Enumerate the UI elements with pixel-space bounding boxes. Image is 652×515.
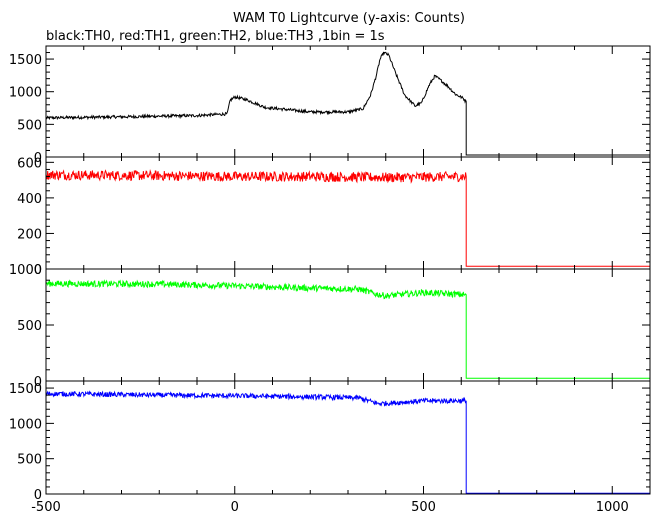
y-tick-label: 1000 [9,417,42,432]
y-tick-label: 500 [17,453,42,468]
series-line-th2 [45,279,650,379]
y-tick-label: 1500 [9,382,42,397]
series-line-th3 [45,390,650,494]
y-tick-label: 600 [17,156,42,171]
chart-subtitle: black:TH0, red:TH1, green:TH2, blue:TH3 … [46,29,385,44]
y-tick-label: 0 [34,263,42,278]
y-tick-label: 0 [34,375,42,390]
y-tick-label: 0 [34,151,42,166]
y-tick-label: 1500 [9,53,42,68]
panels-group: 0500100015000200400600050010000500100015… [9,45,651,515]
y-tick-label: 200 [17,227,42,242]
y-tick-label: 0 [34,488,42,503]
x-tick-label: -500 [31,500,61,515]
panel-frame-th0 [45,45,651,158]
series-line-th1 [45,169,650,267]
y-tick-label: 400 [17,192,42,207]
y-tick-label: 500 [17,319,42,334]
x-tick-label: 500 [411,500,436,515]
panel-frame-th2 [45,268,651,382]
chart-title: WAM T0 Lightcurve (y-axis: Counts) [233,11,465,26]
y-tick-label: 1000 [9,263,42,278]
y-tick-label: 500 [17,118,42,133]
x-tick-label: 0 [231,500,239,515]
series-line-th0 [45,51,650,156]
y-tick-label: 1000 [9,86,42,101]
x-tick-label: 1000 [596,500,629,515]
